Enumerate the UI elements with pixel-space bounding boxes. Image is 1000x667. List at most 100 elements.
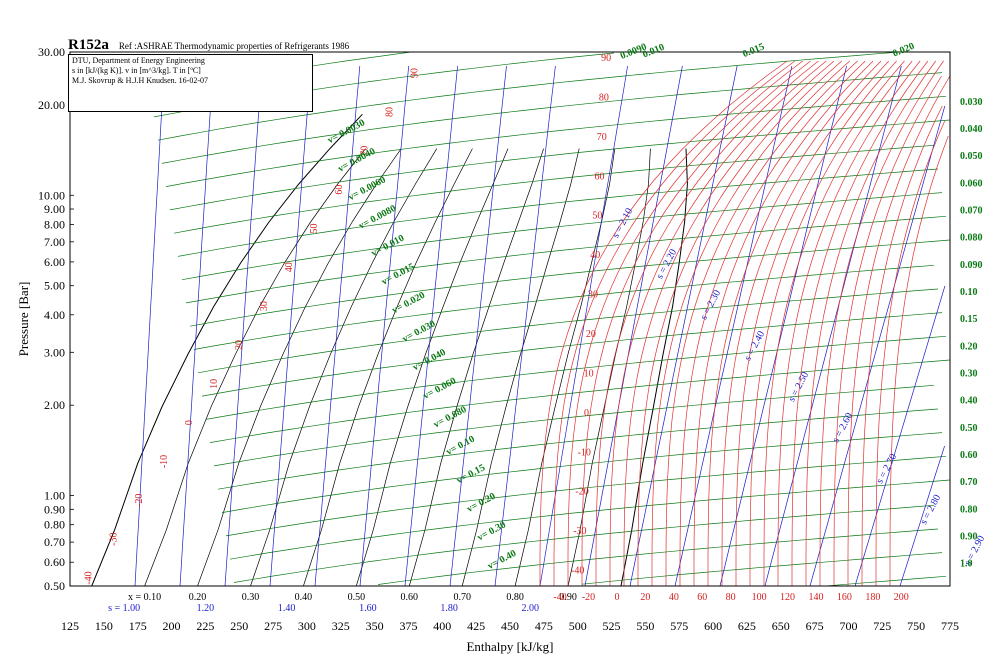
quality-line: [197, 148, 402, 587]
isochore-line: [825, 575, 947, 587]
entropy-label: 1.40: [278, 603, 296, 614]
x-tick-label: 700: [839, 619, 857, 633]
x-tick-label: 500: [569, 619, 587, 633]
isochore-line: [189, 239, 951, 327]
temperature-label: -20: [134, 494, 145, 507]
isochore-line: [197, 288, 939, 374]
isotherm-line: [875, 120, 946, 586]
y-tick-label: 0.50: [44, 579, 65, 593]
quality-label: 0.40: [295, 592, 313, 603]
temperature-label: 60: [595, 171, 605, 182]
x-tick-label: 425: [467, 619, 485, 633]
x-tick-label: 400: [433, 619, 451, 633]
x-tick-label: 350: [366, 619, 384, 633]
isotherm-line: [693, 60, 874, 586]
temperature-label: 160: [837, 592, 852, 603]
temperature-label: -30: [109, 532, 120, 545]
isotherm-line: [735, 60, 897, 586]
isentrope-line: [314, 65, 361, 587]
isentrope-line: [854, 285, 946, 587]
x-tick-label: 225: [196, 619, 214, 633]
x-tick-label: 625: [738, 619, 756, 633]
x-tick-label: 300: [298, 619, 316, 633]
y-tick-label: 0.70: [44, 535, 65, 549]
isotherm-line: [623, 60, 835, 586]
temperature-label: -40: [553, 592, 566, 603]
y-tick-label: 7.00: [44, 235, 65, 249]
temperature-label: 30: [259, 301, 270, 311]
isotherm-line: [595, 60, 819, 586]
volume-label: 0.060: [960, 178, 983, 189]
isochore-line: [581, 552, 943, 585]
isentrope-line: [719, 65, 847, 587]
isotherm-line: [651, 60, 850, 586]
quality-line: [514, 148, 616, 587]
isochore-line: [181, 192, 943, 281]
y-tick-label: 30.00: [38, 45, 65, 59]
isentrope-line: [584, 65, 683, 587]
chart-reference: Ref :ASHRAE Thermodynamic properties of …: [118, 41, 350, 51]
temperature-label: 0: [184, 420, 195, 425]
info-line: s in [kJ/(kg K)]. v in [m^3/kg]. T in [º…: [72, 66, 201, 75]
isotherm-line: [861, 105, 943, 586]
quality-label: 0.90: [559, 592, 577, 603]
x-tick-label: 550: [636, 619, 654, 633]
entropy-label: s = 2.40: [742, 329, 767, 362]
quality-line: [144, 148, 366, 587]
info-line: M.J. Skovrup & H.J.H Knudsen. 16-02-07: [72, 76, 208, 85]
isochore-line: [217, 408, 939, 490]
temperature-label: -20: [575, 487, 588, 498]
chart-lines: [91, 51, 951, 587]
volume-label: v= 0.010: [370, 233, 407, 259]
volume-label: v= 0.20: [465, 491, 497, 515]
temperature-label: 50: [592, 211, 602, 222]
volume-label: 0.30: [960, 369, 978, 380]
temperature-label: -20: [582, 592, 595, 603]
temperature-label: 90: [601, 53, 611, 64]
volume-label: 0.70: [960, 477, 978, 488]
volume-label: v= 0.15: [455, 462, 487, 486]
isochore-line: [193, 264, 935, 350]
x-tick-label: 250: [230, 619, 248, 633]
temperature-label: 40: [669, 592, 679, 603]
info-line: DTU, Department of Energy Engineering: [72, 56, 205, 65]
y-tick-labels: 0.50 0.60 0.70 0.80 0.901.00 2.00 3.00 4.00 5.00…: [38, 45, 74, 593]
temperature-label: 0: [614, 592, 619, 603]
y-tick-label: 2.00: [44, 398, 65, 412]
entropy-label: 1.20: [197, 603, 215, 614]
isochore-line: [173, 144, 935, 234]
isochore-line: [213, 384, 935, 467]
entropy-label: s = 2.10: [610, 206, 635, 239]
isotherm-line: [805, 60, 936, 586]
temperature-label: 90: [409, 68, 420, 78]
temperature-label: -10: [159, 455, 170, 468]
y-tick-label: 0.90: [44, 502, 65, 516]
volume-label: 0.15: [960, 314, 978, 325]
isochore-line: [225, 455, 947, 537]
entropy-label: s = 2.70: [874, 452, 899, 485]
temperature-label: 20: [234, 340, 245, 350]
quality-line: [303, 148, 473, 587]
isotherm-line: [609, 60, 827, 586]
in-plot-labels: x = 0.10 0.20 0.30 0.40 0.50 0.60 0.70 0.80 0.90…: [84, 41, 988, 614]
saturated-liquid-line: [91, 113, 363, 587]
isotherm-line: [749, 60, 905, 586]
x-tick-label: 725: [873, 619, 891, 633]
temperature-label: 70: [359, 146, 370, 156]
quality-label: 0.30: [242, 592, 260, 603]
volume-label: 0.50: [960, 423, 978, 434]
x-tick-label: 125: [61, 619, 79, 633]
temperature-label: 10: [209, 379, 220, 389]
isentrope-line: [494, 65, 556, 587]
isotherm-line: [567, 60, 803, 586]
quality-line: [408, 148, 544, 587]
entropy-label: s = 2.80: [918, 493, 943, 526]
volume-label: 0.020: [891, 41, 916, 60]
quality-label: 0.20: [189, 592, 207, 603]
x-tick-labels: 125 150 175 200 225 250 275 300 325 350 375 400 425 4…: [61, 619, 959, 633]
y-tick-label: 1.00: [44, 489, 65, 503]
isentrope-line: [134, 65, 165, 587]
volume-label: 0.030: [960, 97, 983, 108]
isochore-line: [161, 72, 943, 164]
x-tick-label: 575: [670, 619, 688, 633]
